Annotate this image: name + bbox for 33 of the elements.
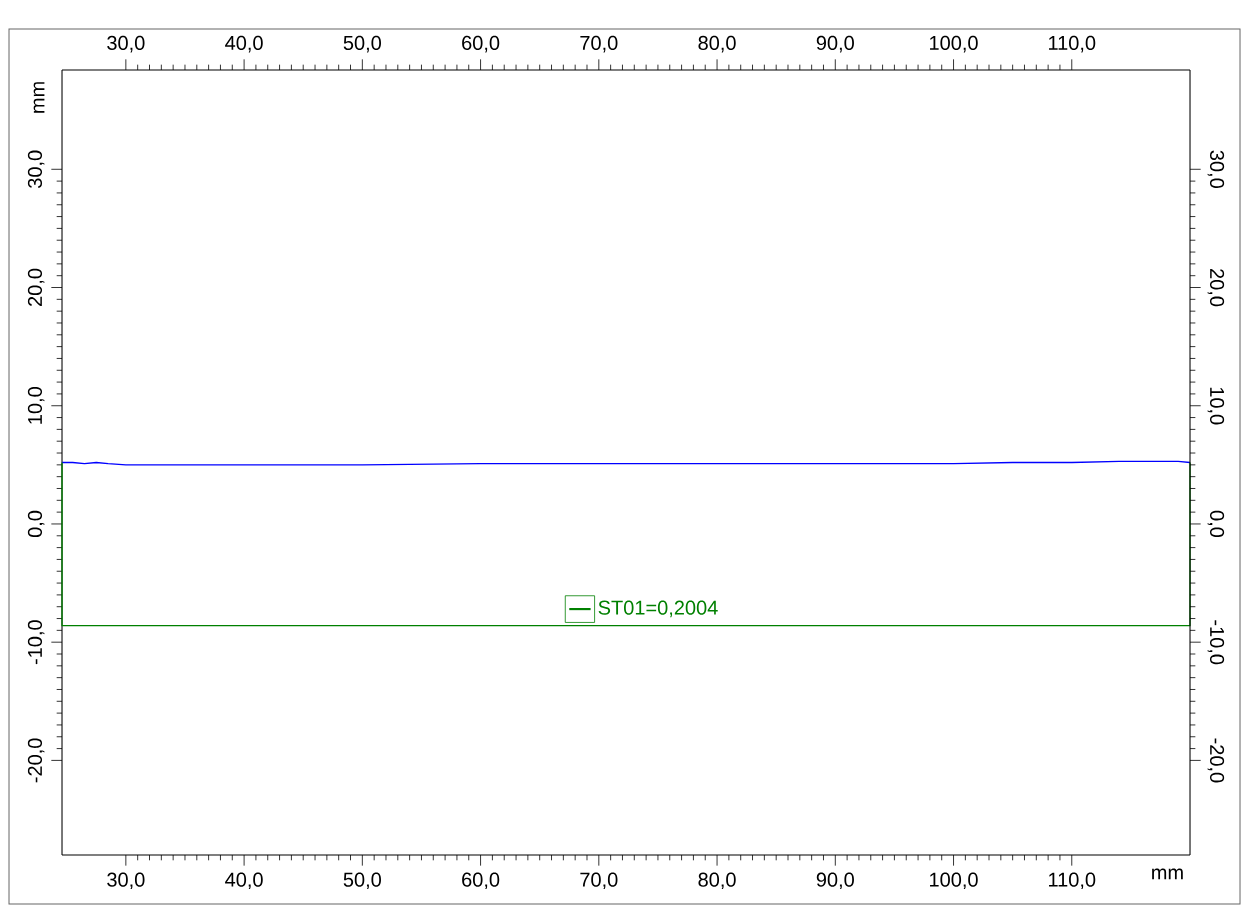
y2-tick-label: -20,0 — [1207, 738, 1225, 783]
x-tick-label: 110,0 — [1049, 35, 1096, 53]
y-tick-label: 0,0 — [27, 510, 45, 538]
x-tick-label: 60,0 — [462, 35, 500, 53]
x-tick-label: 40,0 — [225, 35, 263, 53]
x2-tick-label: 40,0 — [225, 872, 263, 890]
y2-tick-label: -10,0 — [1207, 620, 1225, 665]
y-tick-label: -10,0 — [27, 620, 45, 665]
x2-tick-label: 30,0 — [107, 872, 145, 890]
x-tick-label: 100,0 — [930, 35, 978, 53]
x2-tick-label: 70,0 — [580, 872, 618, 890]
x-tick-label: 50,0 — [343, 35, 381, 53]
y-tick-label: 30,0 — [27, 150, 45, 188]
y-tick-label: 20,0 — [27, 268, 45, 306]
y-tick-label: -20,0 — [27, 738, 45, 783]
x2-tick-label: 50,0 — [343, 872, 381, 890]
x2-tick-label: 100,0 — [930, 872, 978, 890]
x2-tick-label: 110,0 — [1049, 872, 1096, 890]
x2-tick-label: 80,0 — [698, 872, 736, 890]
legend-label: ST01=0,2004 — [598, 600, 718, 618]
y-tick-label: 10,0 — [27, 387, 45, 424]
x-axis-title: mm — [1152, 868, 1183, 880]
y2-tick-label: 20,0 — [1207, 269, 1225, 307]
x2-tick-label: 60,0 — [462, 872, 500, 890]
y2-tick-label: 10,0 — [1207, 387, 1225, 425]
y-axis-title: mm — [33, 82, 45, 113]
x-tick-label: 30,0 — [107, 35, 145, 53]
x-tick-label: 80,0 — [698, 35, 736, 53]
x2-tick-label: 90,0 — [816, 872, 854, 890]
x-tick-label: 90,0 — [816, 35, 854, 53]
y2-tick-label: 0,0 — [1207, 510, 1225, 538]
x-tick-label: 70,0 — [580, 35, 618, 53]
y2-tick-label: 30,0 — [1207, 150, 1225, 188]
